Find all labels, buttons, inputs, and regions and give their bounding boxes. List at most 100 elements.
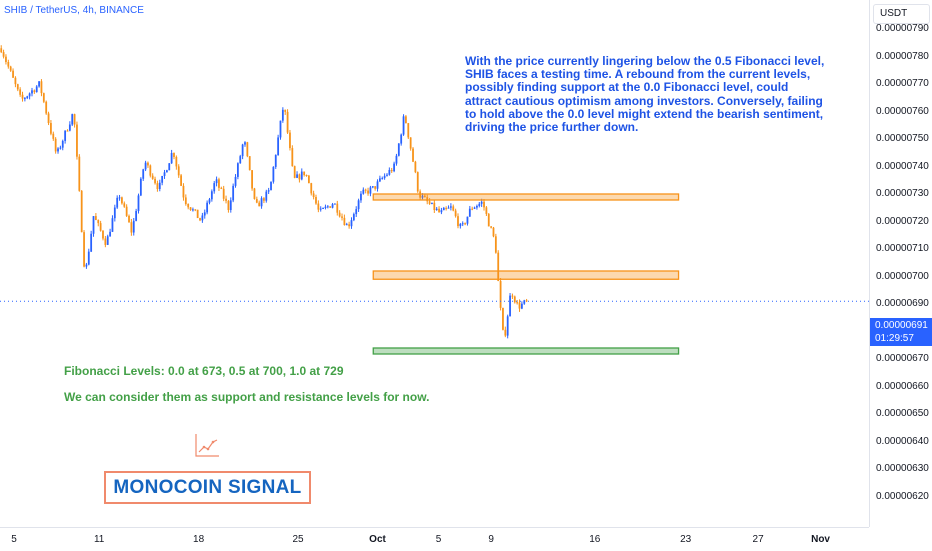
candle-up — [158, 182, 161, 190]
candle-up — [137, 195, 140, 211]
candle-down — [253, 188, 256, 199]
candle-down — [248, 156, 251, 171]
candle-down — [177, 166, 180, 176]
candle-down — [428, 201, 431, 204]
candle-down — [338, 212, 341, 217]
candle-down — [291, 148, 294, 167]
candle-down — [494, 236, 497, 253]
time-axis[interactable]: 5 11 18 25 Oct 5 9 16 23 27 Nov — [0, 527, 869, 551]
price-tick: 0.00000770 — [876, 78, 929, 89]
candle-down — [2, 52, 5, 57]
price-tick: 0.00000730 — [876, 188, 929, 199]
candle-up — [360, 193, 362, 201]
candle-down — [317, 203, 320, 210]
candle-up — [440, 210, 443, 213]
candle-down — [184, 197, 187, 205]
candle-down — [454, 210, 457, 217]
candle-down — [21, 94, 24, 99]
candle-up — [270, 181, 272, 191]
time-tick: 5 — [11, 534, 17, 545]
line-chart-icon — [194, 432, 220, 458]
candle-up — [400, 134, 403, 144]
price-tick: 0.00000650 — [876, 408, 929, 419]
candle-down — [518, 302, 521, 309]
currency-selector[interactable]: USDT — [873, 4, 930, 24]
candle-down — [12, 70, 14, 78]
candle-up — [371, 186, 374, 188]
time-tick: 18 — [193, 534, 205, 545]
candle-up — [442, 207, 445, 211]
candle-up — [113, 207, 116, 219]
candle-down — [16, 84, 19, 90]
price-tick: 0.00000630 — [876, 463, 929, 474]
last-price-tag: 0.00000691 01:29:57 — [870, 318, 932, 346]
candle-up — [447, 207, 450, 209]
candle-down — [303, 171, 306, 176]
candle-up — [210, 191, 213, 200]
candle-down — [487, 213, 490, 227]
candle-down — [125, 206, 128, 216]
candle-down — [497, 252, 500, 282]
candle-down — [0, 48, 3, 53]
candle-up — [163, 172, 166, 176]
candle-down — [348, 224, 351, 227]
candle-down — [315, 196, 317, 204]
candle-up — [35, 86, 38, 93]
price-tick: 0.00000690 — [876, 298, 929, 309]
candle-down — [40, 81, 43, 94]
candle-up — [459, 223, 462, 227]
candle-down — [187, 204, 190, 208]
price-tick: 0.00000740 — [876, 160, 929, 172]
price-axis[interactable]: 0.00000790 0.00000780 0.00000770 0.00000760… — [869, 0, 932, 527]
candle-down — [525, 300, 528, 302]
candle-down — [258, 202, 261, 207]
time-tick: 5 — [435, 534, 442, 545]
candle-down — [423, 195, 426, 198]
candle-up — [201, 215, 204, 221]
symbol-title[interactable]: SHIB / TetherUS, 4h, BINANCE — [4, 5, 144, 16]
candle-up — [85, 264, 88, 267]
candle-down — [130, 222, 133, 233]
candle-down — [154, 178, 156, 184]
candle-down — [99, 223, 102, 231]
price-tick: 0.00000720 — [876, 215, 929, 227]
candle-up — [393, 163, 395, 172]
candle-down — [374, 186, 377, 189]
candle-up — [142, 169, 145, 179]
zones-layer — [372, 193, 680, 355]
candle-down — [263, 198, 265, 201]
price-tick: 0.00000710 — [876, 243, 929, 254]
candle-down — [76, 124, 78, 157]
candle-down — [483, 201, 485, 208]
candle-down — [305, 175, 308, 177]
candle-up — [234, 176, 237, 186]
candle-down — [341, 216, 343, 218]
candle-down — [513, 296, 516, 303]
candle-down — [485, 207, 488, 214]
candle-down — [102, 230, 104, 239]
candle-down — [78, 156, 81, 191]
candle-down — [412, 148, 414, 162]
candle-down — [83, 232, 85, 267]
candle-down — [151, 175, 154, 179]
candle-up — [206, 202, 209, 213]
candle-down — [52, 133, 55, 139]
candle-up — [241, 144, 244, 157]
candle-up — [397, 143, 400, 156]
time-tick: Oct — [369, 534, 386, 545]
candle-up — [476, 206, 478, 208]
candle-down — [329, 206, 332, 208]
chart-plot-area[interactable] — [0, 0, 869, 527]
candle-up — [260, 198, 263, 207]
candle-up — [232, 185, 235, 201]
candle-down — [511, 295, 514, 297]
candle-down — [504, 329, 507, 336]
zone-support — [372, 347, 680, 355]
candle-down — [80, 190, 83, 233]
candle-up — [203, 212, 206, 216]
price-chart[interactable] — [0, 0, 869, 527]
candle-down — [149, 165, 152, 176]
candle-down — [246, 142, 249, 157]
candle-down — [336, 203, 339, 213]
candle-down — [426, 197, 429, 202]
